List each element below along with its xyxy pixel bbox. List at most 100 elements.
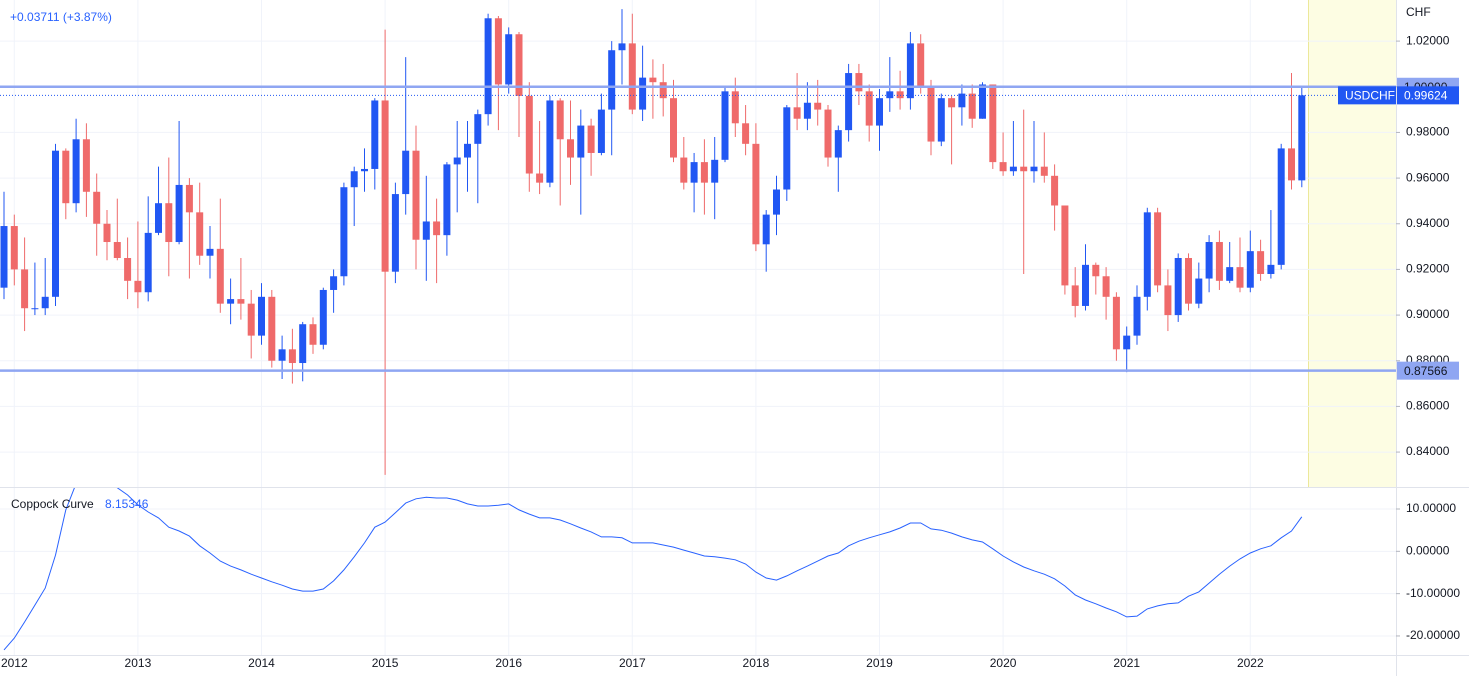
candle-body [237, 299, 245, 304]
candle-body [711, 159, 719, 183]
candle-body [958, 93, 966, 108]
y-tick-label: -20.00000 [1406, 628, 1460, 642]
candle-body [381, 100, 389, 272]
candle-body [82, 139, 90, 192]
change-label: +0.03711 (+3.87%) [10, 10, 112, 24]
candle-body [155, 203, 162, 233]
candle-body [505, 34, 513, 85]
candle-body [258, 296, 265, 336]
candle-body [773, 189, 780, 215]
candle-body [113, 242, 121, 258]
candle-body [690, 162, 698, 183]
candle-body [278, 349, 286, 361]
candle-body [1298, 95, 1306, 181]
candle-body [474, 114, 482, 144]
candle-body [587, 125, 595, 153]
candle-body [1071, 285, 1079, 306]
candle-body [525, 95, 533, 174]
x-tick-label: 2019 [866, 656, 893, 670]
candle-body [793, 107, 801, 119]
candle-body [340, 187, 348, 277]
candle-body [412, 150, 420, 240]
candle-body [134, 280, 142, 293]
y-tick-label: 0.92000 [1406, 262, 1450, 276]
candle-body [227, 299, 235, 304]
candle-body [216, 248, 224, 304]
candle-body [803, 102, 811, 119]
candle-body [906, 43, 914, 99]
candle-body [330, 276, 338, 290]
candle-body [742, 123, 750, 144]
x-tick-label: 2012 [1, 656, 28, 670]
candle-body [185, 184, 193, 213]
candle-body [577, 125, 585, 158]
candle-body [371, 100, 379, 169]
candle-body [989, 84, 997, 163]
candle-body [124, 257, 132, 281]
candle-body [659, 82, 667, 99]
candle-body [886, 91, 894, 99]
candle-body [1092, 264, 1100, 277]
candle-body [536, 173, 544, 183]
candle-body [1133, 296, 1141, 336]
candle-body [1164, 285, 1172, 316]
y-tick-label: 0.86000 [1406, 399, 1450, 413]
indicator-title: Coppock Curve [11, 497, 94, 511]
hline-label-box [1397, 361, 1459, 380]
indicator-value: 8.15346 [105, 497, 149, 511]
candle-body [1030, 166, 1038, 172]
candle-body [824, 109, 832, 158]
future-zone [1308, 0, 1396, 487]
candle-body [288, 349, 296, 364]
y-tick-label: 0.84000 [1406, 444, 1450, 458]
candle-body [1185, 257, 1192, 304]
candle-body [72, 139, 80, 204]
candle-body [1102, 276, 1110, 297]
candle-body [855, 73, 863, 92]
candle-body [1226, 267, 1234, 281]
candle-body [896, 91, 904, 99]
candle-body [175, 184, 183, 243]
candle-body [1020, 166, 1028, 172]
candle-body [649, 77, 657, 83]
candle-body [319, 289, 327, 345]
candle-body [1051, 175, 1059, 206]
candle-body [546, 100, 554, 183]
x-tick-label: 2017 [619, 656, 646, 670]
y-tick-label: 1.02000 [1406, 33, 1450, 47]
candle-body [670, 98, 677, 158]
candle-body [402, 150, 410, 195]
candle-body [917, 43, 925, 87]
candle-body [731, 91, 739, 124]
hline-label: 0.87566 [1404, 364, 1448, 378]
symbol-label: USDCHF [1345, 89, 1395, 103]
candle-body [567, 139, 574, 158]
candle-body [834, 130, 842, 158]
candle-body [1061, 205, 1069, 286]
candle-body [494, 18, 502, 85]
candle-body [391, 194, 399, 272]
candle-body [1277, 148, 1285, 265]
candle-body [628, 43, 636, 110]
candle-body [309, 324, 317, 345]
symbol-box [1338, 86, 1396, 105]
candle-body [21, 269, 29, 309]
x-tick-label: 2018 [743, 656, 770, 670]
candle-body [999, 162, 1007, 172]
candle-body [350, 171, 358, 188]
candle-body [783, 107, 791, 190]
candle-body [299, 324, 307, 364]
candle-body [268, 296, 276, 361]
x-tick-label: 2022 [1237, 656, 1264, 670]
candle-body [1143, 212, 1151, 297]
candle-body [680, 157, 688, 183]
last-price-label: 0.99624 [1404, 89, 1448, 103]
candle-body [484, 18, 492, 115]
candle-body [10, 226, 18, 270]
candle-body [41, 296, 49, 309]
candle-body [556, 100, 564, 140]
candle-body [1040, 166, 1048, 176]
candle-body [845, 73, 853, 131]
y-tick-label: 0.98000 [1406, 125, 1450, 139]
